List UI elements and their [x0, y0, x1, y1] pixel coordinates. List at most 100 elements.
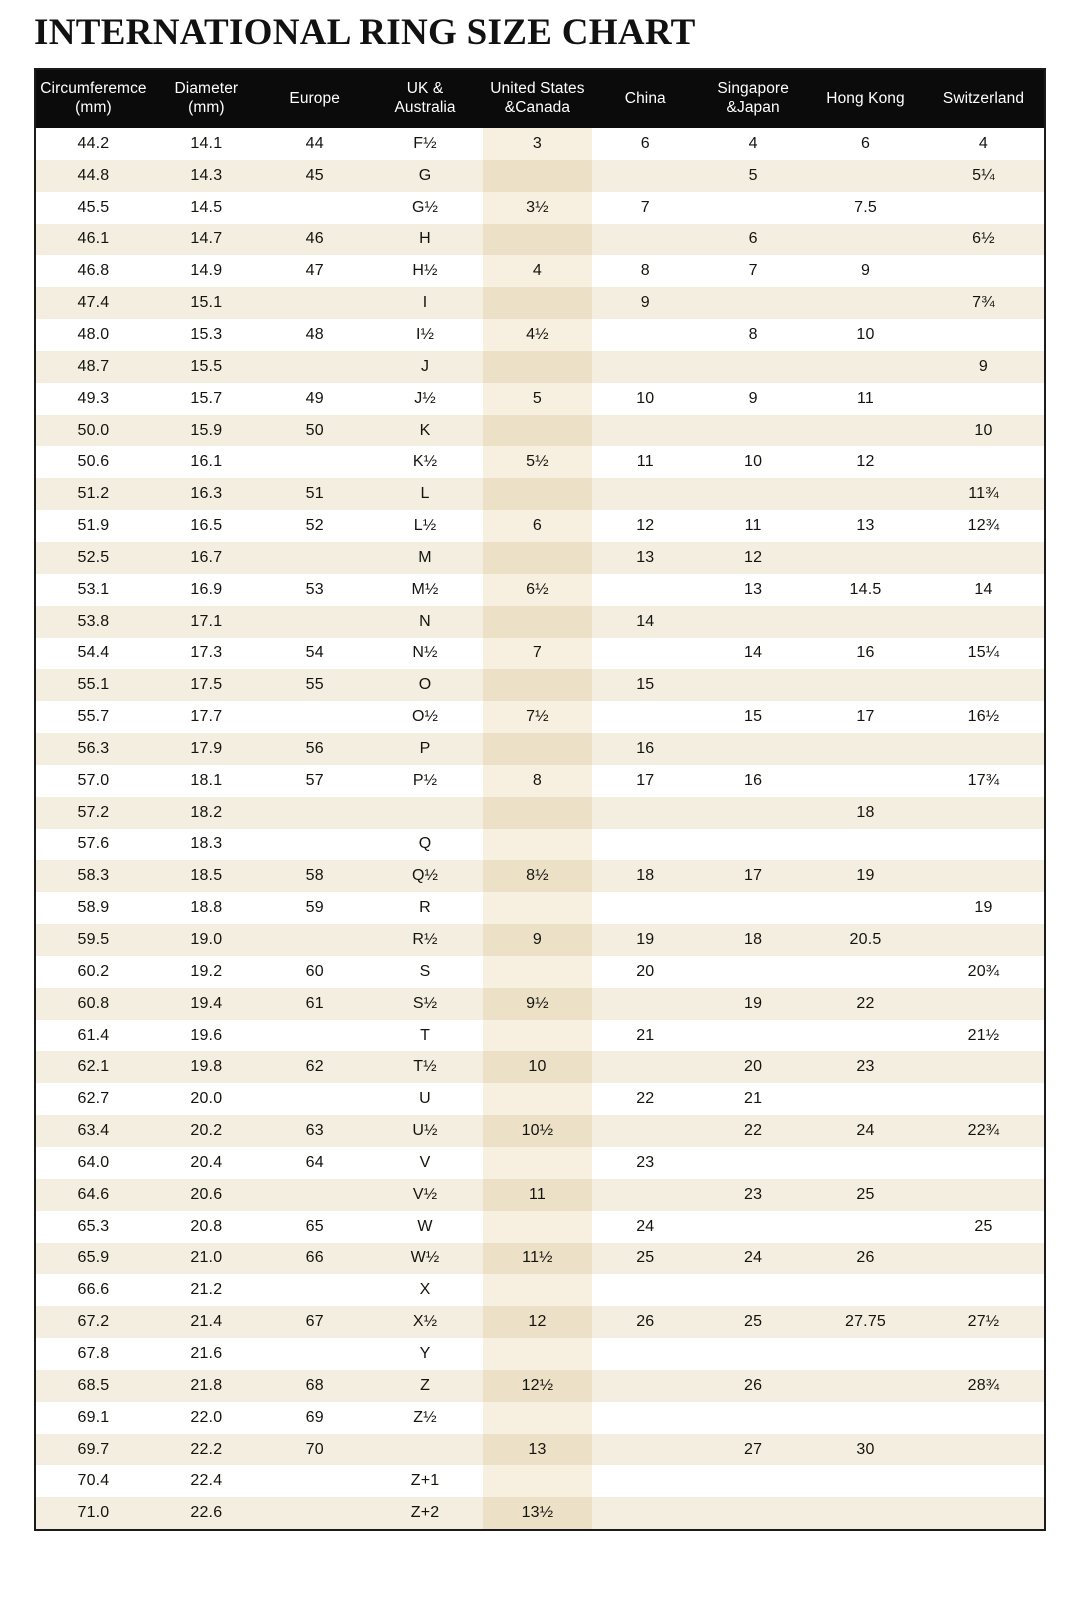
table-row: 54.4 17.3 54 N½ 7 14 16 15¼ — [36, 637, 1044, 670]
cell-singapore_japan — [698, 892, 808, 924]
cell-europe: 53 — [262, 574, 368, 606]
cell-diameter: 14.3 — [151, 160, 262, 192]
cell-value: 45 — [305, 166, 324, 184]
column-header-line1: Singapore — [717, 80, 789, 98]
cell-hong_kong: 14.5 — [808, 574, 923, 606]
cell-china — [592, 1115, 698, 1147]
cell-switzerland — [923, 446, 1044, 478]
cell-value: 11½ — [522, 1249, 553, 1267]
cell-value: 17.5 — [190, 676, 223, 694]
cell-hong_kong — [808, 1338, 923, 1370]
cell-europe: 62 — [262, 1051, 368, 1083]
cell-value: 20 — [636, 962, 655, 980]
cell-uk_australia: X½ — [368, 1306, 483, 1338]
cell-value: 28¾ — [967, 1376, 1000, 1394]
cell-switzerland: 4 — [923, 128, 1044, 160]
table-row: 50.6 16.1 K½ 5½ 11 10 12 — [36, 446, 1044, 479]
cell-diameter: 20.8 — [151, 1211, 262, 1243]
cell-united_states_canada — [482, 1147, 593, 1179]
cell-hong_kong: 16 — [808, 638, 923, 670]
cell-value: 57.6 — [77, 835, 110, 853]
cell-europe: 60 — [262, 956, 368, 988]
cell-circumference: 64.0 — [36, 1147, 151, 1179]
cell-value: 6 — [748, 230, 758, 248]
table-row: 49.3 15.7 49 J½ 5 10 9 11 — [36, 382, 1044, 415]
cell-diameter: 16.7 — [151, 542, 262, 574]
cell-europe — [262, 829, 368, 861]
cell-value: V — [419, 1153, 431, 1171]
cell-value: 16 — [744, 771, 763, 789]
cell-value: 47 — [305, 262, 324, 280]
cell-singapore_japan — [698, 606, 808, 638]
cell-switzerland: 7¾ — [923, 287, 1044, 319]
cell-value: 55.1 — [77, 676, 110, 694]
cell-china — [592, 1274, 698, 1306]
cell-value: 21.0 — [190, 1249, 223, 1267]
cell-value: 6½ — [526, 580, 549, 598]
cell-uk_australia: X — [368, 1274, 483, 1306]
cell-value: 19.8 — [190, 1058, 223, 1076]
cell-diameter: 15.9 — [151, 415, 262, 447]
cell-europe: 57 — [262, 765, 368, 797]
cell-value: 70.4 — [77, 1472, 110, 1490]
cell-value: 71.0 — [77, 1504, 110, 1522]
cell-europe — [262, 287, 368, 319]
cell-europe: 69 — [262, 1402, 368, 1434]
cell-circumference: 44.2 — [36, 128, 151, 160]
cell-value: P — [419, 739, 431, 757]
cell-circumference: 49.3 — [36, 383, 151, 415]
cell-united_states_canada: 4½ — [482, 319, 593, 351]
cell-value: 27 — [744, 1440, 763, 1458]
cell-value: 8 — [640, 262, 650, 280]
cell-diameter: 22.2 — [151, 1434, 262, 1466]
cell-europe: 65 — [262, 1211, 368, 1243]
cell-singapore_japan: 21 — [698, 1083, 808, 1115]
cell-singapore_japan — [698, 1147, 808, 1179]
cell-europe: 68 — [262, 1370, 368, 1402]
cell-diameter: 14.1 — [151, 128, 262, 160]
cell-value: 23 — [744, 1185, 763, 1203]
cell-value: S — [419, 962, 431, 980]
cell-diameter: 21.6 — [151, 1338, 262, 1370]
cell-value: 24 — [636, 1217, 655, 1235]
cell-uk_australia: S — [368, 956, 483, 988]
cell-singapore_japan: 4 — [698, 128, 808, 160]
cell-switzerland: 10 — [923, 415, 1044, 447]
cell-switzerland — [923, 1497, 1044, 1529]
cell-value: 22 — [744, 1122, 763, 1140]
cell-china — [592, 1402, 698, 1434]
cell-europe — [262, 1179, 368, 1211]
table-row: 66.6 21.2 X — [36, 1274, 1044, 1307]
cell-value: 22 — [856, 994, 875, 1012]
cell-diameter: 19.8 — [151, 1051, 262, 1083]
cell-europe — [262, 606, 368, 638]
cell-europe: 50 — [262, 415, 368, 447]
cell-value: 7 — [640, 198, 650, 216]
cell-value: V½ — [412, 1185, 438, 1203]
cell-value: 11¾ — [968, 485, 999, 503]
cell-value: 4½ — [526, 325, 549, 343]
cell-circumference: 45.5 — [36, 192, 151, 224]
column-header-line1: Hong Kong — [826, 89, 905, 107]
cell-diameter: 18.8 — [151, 892, 262, 924]
cell-switzerland: 11¾ — [923, 478, 1044, 510]
cell-china: 18 — [592, 860, 698, 892]
cell-hong_kong — [808, 224, 923, 256]
cell-circumference: 60.2 — [36, 956, 151, 988]
cell-value: 12 — [744, 548, 763, 566]
cell-value: 7.5 — [854, 198, 877, 216]
cell-circumference: 57.0 — [36, 765, 151, 797]
cell-value: 44.8 — [77, 166, 110, 184]
cell-value: 9 — [532, 931, 542, 949]
cell-singapore_japan: 11 — [698, 510, 808, 542]
cell-united_states_canada: 8½ — [482, 860, 593, 893]
cell-uk_australia: M½ — [368, 574, 483, 606]
cell-value: I½ — [415, 325, 435, 343]
cell-switzerland — [923, 1274, 1044, 1306]
cell-value: P½ — [412, 771, 438, 789]
column-header-line1: Diameter — [174, 80, 239, 98]
cell-value: 9 — [978, 357, 989, 375]
cell-value: 65.3 — [77, 1217, 110, 1235]
cell-europe: 66 — [262, 1243, 368, 1275]
cell-hong_kong: 23 — [808, 1051, 923, 1083]
